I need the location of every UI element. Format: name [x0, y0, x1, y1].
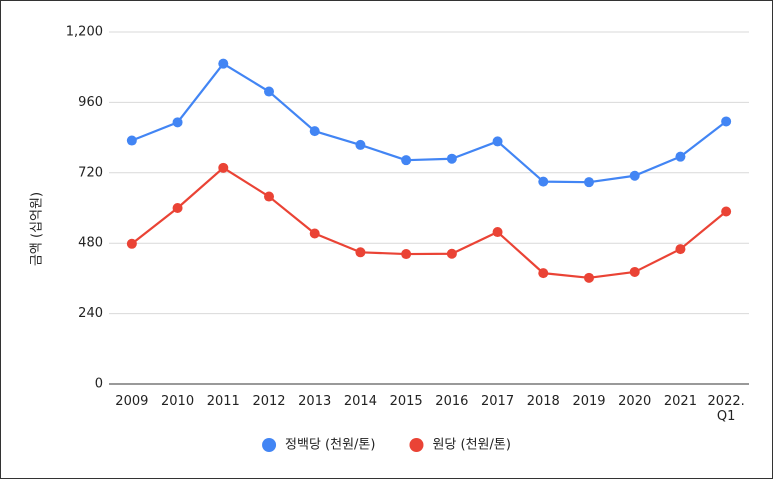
series-line	[131, 62, 727, 184]
data-point[interactable]	[538, 176, 549, 187]
legend-label: 정백당 (천원/톤)	[285, 438, 375, 453]
x-tick-label: 2015	[390, 394, 423, 409]
data-point[interactable]	[309, 126, 320, 137]
data-point[interactable]	[492, 227, 503, 238]
series-lines	[126, 58, 732, 283]
data-point[interactable]	[218, 58, 229, 69]
legend-item-0[interactable]: 정백당 (천원/톤)	[262, 438, 375, 453]
legend-label: 원당 (천원/톤)	[432, 438, 510, 453]
data-point[interactable]	[446, 153, 457, 164]
data-point[interactable]	[126, 135, 137, 146]
data-point[interactable]	[584, 177, 594, 188]
data-point[interactable]	[172, 203, 183, 213]
axes: 0 240 480 720 960 1,200 2009 2010 2011 2012 2013 20…	[66, 25, 749, 424]
legend-marker	[262, 438, 277, 452]
data-point[interactable]	[309, 228, 320, 239]
y-tick-label: 240	[78, 306, 103, 321]
data-point[interactable]	[629, 266, 640, 277]
x-tick-label: 2013	[298, 394, 331, 409]
legend-marker	[409, 438, 424, 452]
data-point[interactable]	[538, 268, 549, 279]
data-point[interactable]	[355, 139, 366, 150]
data-point[interactable]	[401, 249, 412, 260]
x-tick-label: 2009	[115, 394, 148, 409]
x-tick-label: 2010	[161, 394, 194, 409]
x-tick-label: 2021	[664, 394, 697, 409]
data-point[interactable]	[218, 162, 229, 173]
data-point[interactable]	[401, 155, 412, 166]
series-0	[126, 58, 732, 188]
data-point[interactable]	[492, 136, 503, 147]
series-1	[126, 162, 732, 283]
series-line	[131, 166, 727, 279]
data-point[interactable]	[264, 86, 274, 97]
x-tick-label: 2016	[435, 394, 468, 409]
data-point[interactable]	[264, 191, 274, 202]
data-point[interactable]	[721, 206, 732, 217]
data-point[interactable]	[126, 238, 137, 249]
x-tick-label: 2020	[618, 394, 651, 409]
x-tick-label: 2018	[527, 394, 560, 409]
data-point[interactable]	[629, 170, 640, 181]
data-point[interactable]	[355, 247, 366, 258]
gridlines	[109, 31, 749, 315]
data-point[interactable]	[675, 244, 686, 255]
data-point[interactable]	[446, 248, 457, 259]
legend: 정백당 (천원/톤) 원당 (천원/톤)	[262, 438, 511, 453]
y-tick-label: 0	[95, 377, 103, 392]
data-point[interactable]	[584, 272, 594, 283]
y-tick-label: 1,200	[66, 25, 103, 40]
x-tick-label: 2019	[572, 394, 605, 409]
x-tick-label: 2014	[344, 394, 377, 409]
data-point[interactable]	[172, 117, 183, 128]
x-tick-label: 2011	[207, 394, 240, 409]
y-tick-label: 480	[78, 236, 103, 251]
data-point[interactable]	[721, 116, 732, 127]
x-tick-label: 2012	[252, 394, 285, 409]
legend-item-1[interactable]: 원당 (천원/톤)	[409, 438, 511, 453]
data-point[interactable]	[675, 151, 686, 162]
y-tick-label: 960	[78, 95, 103, 110]
x-tick-label: 2017	[481, 394, 514, 409]
y-axis-title: 금액 (십억원)	[30, 192, 45, 266]
x-tick-label: 2022. Q1	[708, 394, 745, 424]
y-tick-label: 720	[78, 165, 103, 180]
